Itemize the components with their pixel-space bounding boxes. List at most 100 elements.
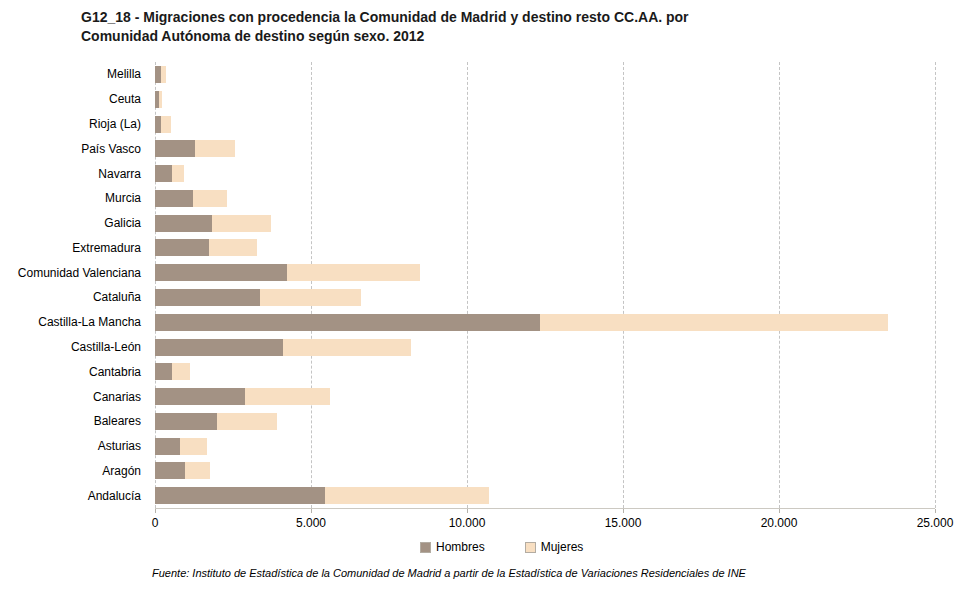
x-tick-label: 10.000	[449, 516, 486, 530]
x-tick-label: 25.000	[917, 516, 954, 530]
bar-stack	[155, 487, 935, 504]
legend: Hombres Mujeres	[420, 540, 583, 554]
bar-stack	[155, 91, 935, 108]
legend-item-hombres: Hombres	[420, 540, 485, 554]
bar-row	[155, 186, 935, 211]
bar-stack	[155, 215, 935, 232]
bar-row	[155, 112, 935, 137]
bar-stack	[155, 289, 935, 306]
bar-stack	[155, 165, 935, 182]
x-tick-label: 20.000	[761, 516, 798, 530]
bar-segment-mujeres	[172, 363, 190, 380]
bar-segment-mujeres	[161, 116, 171, 133]
bar-stack	[155, 116, 935, 133]
bar-segment-mujeres	[283, 339, 411, 356]
bar-stack	[155, 239, 935, 256]
bar-stack	[155, 438, 935, 455]
bar-segment-hombres	[155, 363, 172, 380]
bar-segment-mujeres	[287, 264, 420, 281]
bar-segment-hombres	[155, 239, 209, 256]
bar-row	[155, 458, 935, 483]
x-tick-mark	[935, 509, 936, 513]
bar-segment-hombres	[155, 165, 172, 182]
bar-stack	[155, 264, 935, 281]
category-label: Andalucía	[0, 489, 141, 503]
category-label: Castilla-La Mancha	[0, 315, 141, 329]
bar-row	[155, 310, 935, 335]
category-label: Aragón	[0, 464, 141, 478]
bar-segment-hombres	[155, 264, 287, 281]
bar-segment-mujeres	[195, 140, 235, 157]
x-tick-label: 5.000	[296, 516, 326, 530]
category-label: Castilla-León	[0, 340, 141, 354]
chart-title: G12_18 - Migraciones con procedencia la …	[81, 8, 921, 46]
x-tick-label: 15.000	[605, 516, 642, 530]
category-label: Extremadura	[0, 241, 141, 255]
chart-title-line1: G12_18 - Migraciones con procedencia la …	[81, 8, 921, 27]
x-tick-label: 0	[152, 516, 159, 530]
bar-row	[155, 235, 935, 260]
category-label: Galicia	[0, 216, 141, 230]
x-tick-mark	[467, 509, 468, 513]
category-label: Melilla	[0, 67, 141, 81]
category-label: País Vasco	[0, 142, 141, 156]
category-label: Comunidad Valenciana	[0, 266, 141, 280]
bar-segment-mujeres	[325, 487, 489, 504]
bar-segment-hombres	[155, 388, 245, 405]
bar-segment-mujeres	[540, 314, 888, 331]
x-tick-mark	[155, 509, 156, 513]
bar-row	[155, 384, 935, 409]
category-label: Ceuta	[0, 92, 141, 106]
bar-row	[155, 62, 935, 87]
bar-row	[155, 409, 935, 434]
bar-row	[155, 483, 935, 508]
legend-label-mujeres: Mujeres	[541, 540, 584, 554]
bar-row	[155, 359, 935, 384]
bar-segment-mujeres	[185, 462, 210, 479]
bar-segment-hombres	[155, 289, 260, 306]
bar-segment-mujeres	[209, 239, 257, 256]
bar-rows	[155, 62, 935, 508]
bar-row	[155, 335, 935, 360]
bar-segment-mujeres	[193, 190, 227, 207]
bar-segment-hombres	[155, 190, 193, 207]
bar-segment-hombres	[155, 339, 283, 356]
bar-row	[155, 136, 935, 161]
y-axis-labels: MelillaCeutaRioja (La)País VascoNavarraM…	[0, 62, 148, 508]
bar-segment-mujeres	[172, 165, 184, 182]
category-label: Canarias	[0, 390, 141, 404]
bar-row	[155, 260, 935, 285]
category-label: Rioja (La)	[0, 117, 141, 131]
bar-segment-hombres	[155, 487, 325, 504]
x-tick-mark	[311, 509, 312, 513]
category-label: Navarra	[0, 167, 141, 181]
bar-segment-hombres	[155, 438, 180, 455]
category-label: Baleares	[0, 414, 141, 428]
bar-segment-hombres	[155, 314, 540, 331]
category-label: Cantabria	[0, 365, 141, 379]
mujeres-swatch-icon	[525, 542, 536, 553]
bar-segment-hombres	[155, 413, 217, 430]
bar-segment-mujeres	[161, 66, 167, 83]
bar-stack	[155, 339, 935, 356]
bar-stack	[155, 363, 935, 380]
bar-segment-mujeres	[180, 438, 207, 455]
gridline	[935, 62, 936, 508]
plot-area	[155, 62, 935, 509]
bar-row	[155, 87, 935, 112]
bar-segment-mujeres	[217, 413, 276, 430]
bar-segment-hombres	[155, 215, 212, 232]
bar-segment-mujeres	[260, 289, 361, 306]
bar-segment-mujeres	[245, 388, 329, 405]
bar-segment-mujeres	[159, 91, 162, 108]
category-label: Cataluña	[0, 290, 141, 304]
bar-stack	[155, 314, 935, 331]
bar-segment-hombres	[155, 462, 185, 479]
bar-row	[155, 434, 935, 459]
x-tick-mark	[779, 509, 780, 513]
bar-row	[155, 161, 935, 186]
bar-row	[155, 285, 935, 310]
x-tick-mark	[623, 509, 624, 513]
bar-stack	[155, 66, 935, 83]
hombres-swatch-icon	[420, 542, 431, 553]
